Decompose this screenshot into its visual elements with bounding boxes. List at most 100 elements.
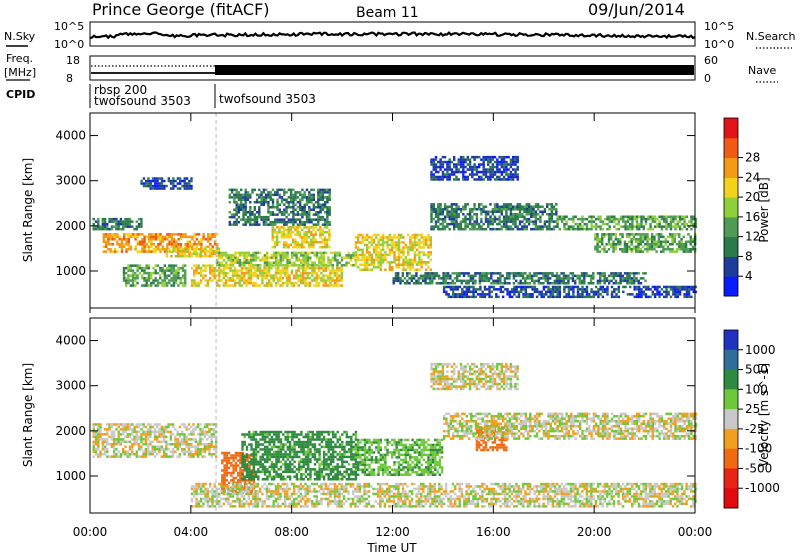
power-region-3 [165,247,223,258]
velocity-tick-label: -1000 [745,481,780,495]
nsky-trace [89,31,696,40]
power-region-7 [271,226,331,249]
power-region-6 [216,251,357,267]
power-colorbar: 4 8 12 16 20 24 28 [723,117,760,297]
power-region-10 [442,285,698,299]
power-color-2 [724,256,738,277]
power-color-5 [724,197,738,218]
power-color-7 [724,157,738,178]
x-tick-label: 00:00 [678,525,713,539]
power-region-4 [122,264,187,287]
velocity-scale-label: Velocity [m s^-1] [757,363,771,467]
power-color-8 [724,137,738,159]
power-color-3 [724,236,738,257]
velocity-region-3 [241,430,358,481]
velocity-region-8 [430,362,519,391]
station-title: Prince George (fitACF) [92,0,270,19]
velocity-color-3 [724,369,738,390]
freq-trace-twofsound [215,65,694,75]
y-tick-label: 2000 [55,424,86,438]
velocity-color-7 [724,448,738,469]
x-tick-label: 04:00 [174,525,209,539]
power-heatmap [92,113,698,308]
power-color-1 [724,276,738,297]
velocity-tick-label: -100 [745,442,772,456]
cpid-segment-1-line1: rbsp 200 [94,83,147,97]
velocity-y-axis: 1000 2000 3000 4000 [55,334,695,483]
velocity-color-4 [724,389,738,410]
velocity-tick-label: -25 [745,422,765,436]
power-scale-label: Power [dB] [757,177,771,242]
power-tick-label: 20 [745,190,760,204]
power-panel: 1000 2000 3000 4000 Slant Range [km] 4 8 12 16… [21,112,771,309]
y-tick-label: 4000 [55,129,86,143]
velocity-tick-label: 500 [745,363,768,377]
power-tick-label: 4 [745,269,753,283]
power-color-4 [724,216,738,238]
date-title: 09/Jun/2014 [588,0,685,19]
velocity-region-1 [92,423,218,458]
nave-tick-bottom: 0 [704,72,711,85]
y-tick-label: 1000 [55,264,86,278]
velocity-colorbar: 1000 500 100 25 -25 -100 -500 -1000 [723,329,780,509]
power-region-8 [354,233,432,271]
x-tick-label: 16:00 [476,525,511,539]
x-tick-label: 00:00 [73,525,108,539]
freq-label-line2: [MHz] [4,66,36,79]
nsky-tick-bottom: 10^0 [54,38,84,51]
velocity-color-2 [724,349,738,371]
velocity-tick-label: -500 [745,461,772,475]
freq-label-line1: Freq. [6,52,33,65]
velocity-color-8 [724,468,738,489]
velocity-panel: 1000 2000 3000 4000 Slant Range [km] 1000 50… [21,317,780,514]
velocity-heatmap [92,318,698,513]
power-region-1 [92,217,143,231]
x-tick-label: 20:00 [577,525,612,539]
velocity-color-6 [724,428,738,450]
freq-panel: Freq. [MHz] 18 8 60 0 Nave [4,52,778,85]
freq-tick-bottom: 8 [66,72,73,85]
y-tick-label: 4000 [55,334,86,348]
y-tick-label: 3000 [55,379,86,393]
power-tick-label: 8 [745,249,753,263]
cpid-label: CPID [6,88,35,101]
power-region-11 [228,188,331,226]
power-tick-label: 28 [745,151,760,165]
cpid-panel: CPID rbsp 200 twofsound 3503 twofsound 3… [6,83,316,108]
power-region-9 [392,272,647,285]
nave-label: Nave [748,64,776,77]
velocity-color-5 [724,409,738,430]
power-region-12 [430,203,558,231]
y-tick-label: 2000 [55,219,86,233]
power-region-15 [140,177,193,190]
beam-title: Beam 11 [356,5,419,21]
velocity-color-1 [724,330,738,351]
y-tick-label: 3000 [55,174,86,188]
cpid-segment-2-line1: twofsound 3503 [219,92,316,106]
velocity-region-4 [354,438,444,476]
nave-tick-top: 60 [704,54,718,67]
velocity-region-6 [190,482,697,508]
velocity-region-7 [442,412,698,440]
power-y-axis: 1000 2000 3000 4000 [55,129,695,278]
power-frame [723,117,739,297]
velocity-tick-label: 25 [745,402,760,416]
power-color-9 [724,118,738,139]
nsearch-tick-top: 10^5 [704,20,734,33]
power-tick-label: 16 [745,210,760,224]
velocity-tick-label: 100 [745,382,768,396]
nsky-tick-top: 10^5 [54,20,84,33]
velocity-color-9 [724,488,738,509]
power-region-14 [594,233,697,253]
power-color-6 [724,177,738,198]
velocity-frame [723,329,739,509]
time-x-axis: 00:00 04:00 08:00 12:00 16:00 20:00 00:00 [73,113,713,539]
freq-tick-top: 18 [66,54,80,67]
y-tick-label: 1000 [55,469,86,483]
x-axis-label: Time UT [366,541,417,554]
power-region-16 [430,155,519,181]
velocity-tick-label: 1000 [745,343,776,357]
nsky-label: N.Sky [4,30,36,43]
nsky-panel: N.Sky 10^5 10^0 10^5 10^0 N.Search [4,20,796,51]
